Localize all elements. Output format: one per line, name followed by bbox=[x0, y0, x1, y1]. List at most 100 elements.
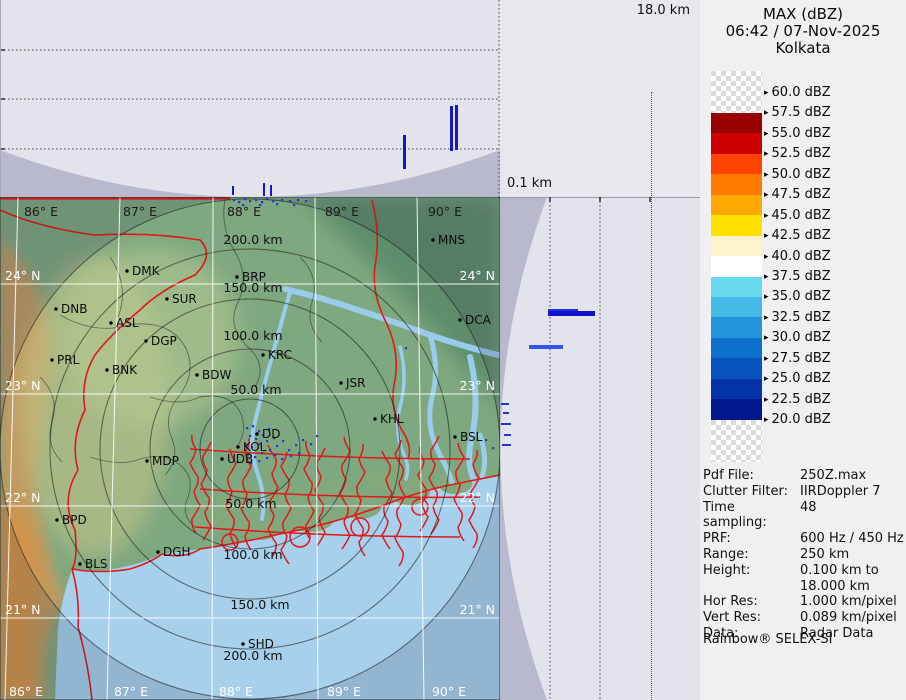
metadata-value: 250Z.max bbox=[800, 468, 903, 484]
longitude-label-bottom: 90° E bbox=[432, 684, 466, 699]
city-dot bbox=[78, 562, 81, 565]
dbz-scale-label: ▸55.0 dBZ bbox=[764, 126, 831, 142]
city-label: DCA bbox=[465, 313, 492, 327]
echo-pixel bbox=[266, 457, 268, 459]
metadata-value: 250 km bbox=[800, 547, 903, 563]
echo-pixel bbox=[305, 200, 307, 202]
echo-pixel bbox=[246, 427, 248, 429]
scale-tick-arrow-icon: ▸ bbox=[764, 88, 769, 98]
height-axis-origin-label: 0.1 km bbox=[507, 176, 552, 191]
scale-tick-arrow-icon: ▸ bbox=[764, 170, 769, 180]
metadata-label: Vert Res: bbox=[703, 610, 800, 626]
metadata-label bbox=[703, 579, 800, 595]
echo-pixel bbox=[252, 425, 254, 427]
dbz-scale-label: ▸25.0 dBZ bbox=[764, 371, 831, 387]
longitude-label-bottom: 88° E bbox=[219, 684, 253, 699]
metadata-label: Hor Res: bbox=[703, 594, 800, 610]
metadata-label: PRF: bbox=[703, 531, 800, 547]
echo-pixel bbox=[272, 200, 274, 202]
scale-cell-color bbox=[711, 297, 762, 317]
longitude-label-bottom: 86° E bbox=[9, 684, 43, 699]
scale-tick-arrow-icon: ▸ bbox=[764, 354, 769, 364]
range-ring-label: 100.0 km bbox=[223, 547, 282, 562]
scale-cell-color bbox=[711, 133, 762, 153]
longitude-label-top: 88° E bbox=[227, 204, 261, 219]
metadata-label: Range: bbox=[703, 547, 800, 563]
scale-cell-color bbox=[711, 256, 762, 276]
echo-pixel bbox=[405, 347, 407, 349]
longitude-label-top: 86° E bbox=[24, 204, 58, 219]
metadata-label: Pdf File: bbox=[703, 468, 800, 484]
scale-cell-checker bbox=[711, 420, 762, 462]
echo-pixel bbox=[258, 430, 260, 432]
city-label: BPD bbox=[62, 513, 87, 527]
range-ring-label: 150.0 km bbox=[223, 280, 282, 295]
vertical-projection-top-panel bbox=[0, 0, 500, 197]
city-label: PRL bbox=[57, 353, 80, 367]
echo-pixel bbox=[281, 458, 283, 460]
radar-map: MNSDMKBRPSURDNBASLDGPDCAPRLKRCBNKBDWJSRK… bbox=[0, 197, 500, 700]
dbz-scale-label: ▸32.5 dBZ bbox=[764, 310, 831, 326]
metadata-row: Hor Res:1.000 km/pixel bbox=[703, 594, 903, 610]
scale-tick-arrow-icon: ▸ bbox=[764, 292, 769, 302]
echo-pixel bbox=[310, 443, 312, 445]
legend-panel: MAX (dBZ) 06:42 / 07-Nov-2025 Kolkata ▸6… bbox=[700, 0, 906, 700]
dbz-scale-label: ▸42.5 dBZ bbox=[764, 228, 831, 244]
range-ring-label: 200.0 km bbox=[223, 648, 282, 663]
city-label: DD bbox=[262, 427, 280, 441]
dbz-scale-label: ▸45.0 dBZ bbox=[764, 208, 831, 224]
scale-cell-color bbox=[711, 277, 762, 297]
city-label: ASL bbox=[116, 316, 139, 330]
echo-pixel bbox=[297, 199, 299, 201]
dbz-scale-label: ▸37.5 dBZ bbox=[764, 269, 831, 285]
range-ring-label: 50.0 km bbox=[230, 382, 281, 397]
scale-tick-arrow-icon: ▸ bbox=[764, 313, 769, 323]
city-dot bbox=[431, 238, 434, 241]
metadata-row: 18.000 km bbox=[703, 579, 903, 595]
metadata-row: Pdf File:250Z.max bbox=[703, 468, 903, 484]
dbz-scale-label: ▸50.0 dBZ bbox=[764, 167, 831, 183]
metadata-label: Time sampling: bbox=[703, 500, 800, 532]
city-dot bbox=[236, 445, 239, 448]
echo-pixel bbox=[485, 439, 487, 441]
city-dot bbox=[339, 381, 342, 384]
metadata-value: IIRDoppler 7 bbox=[800, 484, 903, 500]
metadata-row: Range:250 km bbox=[703, 547, 903, 563]
city-label: BDW bbox=[202, 368, 231, 382]
echo-pixel bbox=[492, 447, 494, 449]
longitude-label-bottom: 87° E bbox=[114, 684, 148, 699]
scan-datetime: 06:42 / 07-Nov-2025 bbox=[700, 23, 906, 40]
right-panel-background bbox=[500, 197, 700, 700]
dbz-scale-label: ▸22.5 dBZ bbox=[764, 392, 831, 408]
echo-pixel bbox=[233, 199, 235, 201]
echo-pixel bbox=[255, 199, 257, 201]
echo-pixel bbox=[249, 435, 251, 437]
latitude-label: 24° N bbox=[460, 268, 495, 283]
scale-tick-arrow-icon: ▸ bbox=[764, 211, 769, 221]
dbz-scale-label: ▸57.5 dBZ bbox=[764, 105, 831, 121]
metadata-row: Time sampling:48 bbox=[703, 500, 903, 532]
range-ring-label: 150.0 km bbox=[230, 597, 289, 612]
city-dot bbox=[156, 550, 159, 553]
latitude-label: 24° N bbox=[5, 268, 40, 283]
scale-cell-color bbox=[711, 174, 762, 194]
city-label: DMK bbox=[132, 264, 161, 278]
echo-pixel bbox=[274, 454, 276, 456]
echo-pixel bbox=[281, 199, 283, 201]
echo-pixel bbox=[289, 200, 291, 202]
latitude-label: 21° N bbox=[460, 602, 495, 617]
dbz-scale-label: ▸60.0 dBZ bbox=[764, 85, 831, 101]
echo-pixel bbox=[258, 460, 260, 462]
range-ring-label: 50.0 km bbox=[225, 496, 276, 511]
dbz-color-scale bbox=[711, 71, 762, 462]
scale-cell-checker bbox=[711, 71, 762, 113]
scale-cell-color bbox=[711, 154, 762, 174]
legend-frame-dotted-line bbox=[651, 92, 652, 700]
city-label: KRC bbox=[268, 348, 292, 362]
echo-pixel bbox=[276, 445, 278, 447]
city-dot bbox=[255, 432, 258, 435]
metadata-row: Vert Res:0.089 km/pixel bbox=[703, 610, 903, 626]
city-label: KHL bbox=[380, 412, 404, 426]
city-dot bbox=[54, 307, 57, 310]
dbz-scale-label: ▸30.0 dBZ bbox=[764, 330, 831, 346]
